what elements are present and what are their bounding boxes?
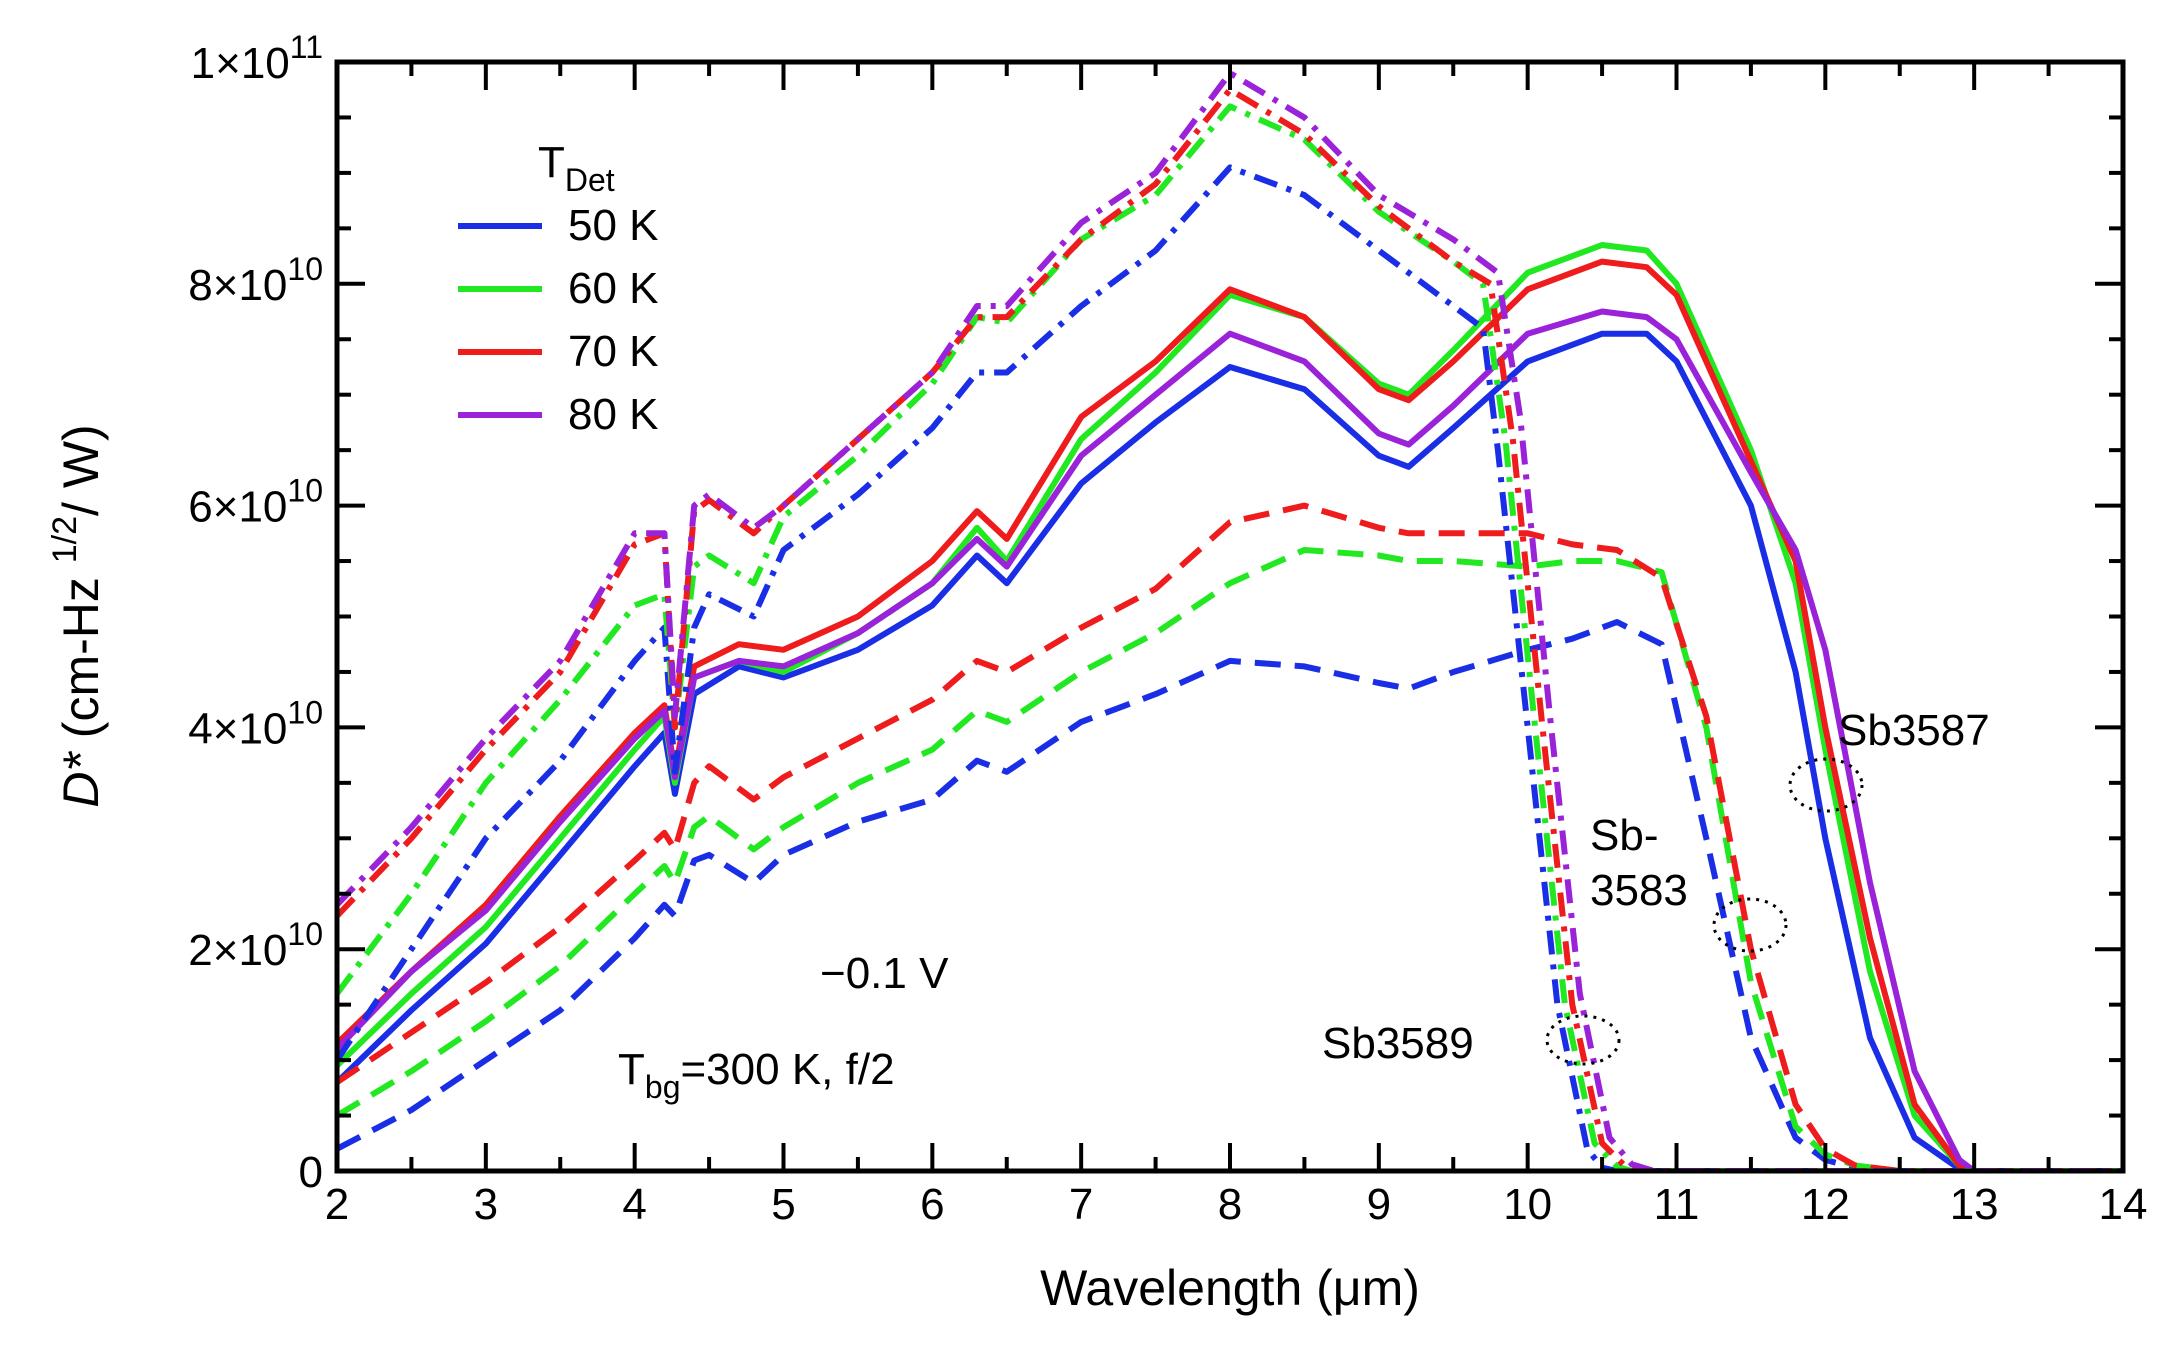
sample-label-sb3583-line1: Sb- bbox=[1590, 811, 1658, 860]
x-tick-label: 9 bbox=[1367, 1180, 1391, 1229]
y-axis-title-symbol: D* bbox=[53, 751, 109, 808]
sample-label-sb3589: Sb3589 bbox=[1322, 1019, 1474, 1068]
sb3589-marker bbox=[1545, 1014, 1621, 1066]
legend-entry-label: 60 K bbox=[568, 264, 659, 313]
y-axis-title: D* (cm-Hz 1/2/ W) bbox=[46, 424, 109, 807]
x-tick-label: 14 bbox=[2099, 1180, 2148, 1229]
series-line-sb3589-8 bbox=[337, 103, 2123, 1171]
x-tick-label: 8 bbox=[1218, 1180, 1242, 1229]
y-tick-label: 6×1010 bbox=[188, 473, 323, 532]
legend: TDet 50 K 60 K 70 K 80 K bbox=[458, 138, 659, 439]
series-line-sb3589-10 bbox=[337, 70, 2123, 1171]
x-tick-label: 5 bbox=[771, 1180, 795, 1229]
legend-title-subscript: Det bbox=[565, 162, 615, 198]
x-tick-label: 7 bbox=[1069, 1180, 1093, 1229]
sample-label-sb3583-line2: 3583 bbox=[1590, 866, 1688, 915]
series-layer bbox=[337, 70, 2123, 1171]
ticks-layer: 2 3 4 5 6 7 8 9 10 11 12 13 14 0 2×1010 4×1010 6×1010 8×1… bbox=[188, 29, 2147, 1229]
background-annotation: Tbg=300 K, f/2 bbox=[618, 1045, 895, 1105]
legend-title: TDet bbox=[538, 138, 615, 198]
x-tick-label: 3 bbox=[474, 1180, 498, 1229]
sb3583-marker bbox=[1712, 897, 1788, 953]
x-tick-label: 12 bbox=[1801, 1180, 1850, 1229]
tbg-subscript: bg bbox=[645, 1069, 681, 1105]
series-line-sb3589-7 bbox=[337, 164, 2123, 1171]
y-tick-label: 1×1011 bbox=[191, 29, 323, 88]
tbg-rest: =300 K, f/2 bbox=[680, 1045, 894, 1094]
legend-title-main: T bbox=[538, 138, 565, 187]
y-axis-title-exponent: 1/2 bbox=[46, 516, 84, 563]
legend-entry-label: 70 K bbox=[568, 327, 659, 376]
y-tick-label: 8×1010 bbox=[188, 251, 323, 310]
legend-entries: 50 K 60 K 70 K 80 K bbox=[458, 201, 659, 439]
series-line-sb3589-9 bbox=[337, 86, 2123, 1171]
y-tick-label: 4×1010 bbox=[188, 694, 323, 753]
x-tick-label: 6 bbox=[920, 1180, 944, 1229]
y-axis-title-units-end: / W) bbox=[53, 424, 109, 516]
plot-frame bbox=[334, 59, 2126, 1174]
series-line-sb3583-6 bbox=[337, 502, 2123, 1171]
bias-annotation: −0.1 V bbox=[820, 949, 949, 998]
x-axis-title: Wavelength (μm) bbox=[1040, 1260, 1420, 1316]
tbg-main: T bbox=[618, 1045, 645, 1094]
x-tick-label: 13 bbox=[1950, 1180, 1999, 1229]
x-tick-label: 11 bbox=[1654, 1180, 1700, 1229]
series-line-sb3583-5 bbox=[337, 547, 2123, 1171]
sample-label-sb3587: Sb3587 bbox=[1838, 706, 1990, 755]
series-line-sb3583-4 bbox=[337, 619, 2123, 1171]
series-line-sb3587-3 bbox=[337, 308, 2123, 1171]
sb3587-marker bbox=[1788, 757, 1864, 813]
legend-entry-label: 80 K bbox=[568, 390, 659, 439]
x-tick-label: 4 bbox=[622, 1180, 646, 1229]
legend-entry-label: 50 K bbox=[568, 201, 659, 250]
x-tick-label: 10 bbox=[1503, 1180, 1552, 1229]
y-axis-title-units: (cm-Hz bbox=[53, 577, 109, 738]
y-tick-label: 0 bbox=[299, 1148, 323, 1197]
x-tick-label: 2 bbox=[325, 1180, 349, 1229]
y-tick-label: 2×1010 bbox=[188, 916, 323, 975]
